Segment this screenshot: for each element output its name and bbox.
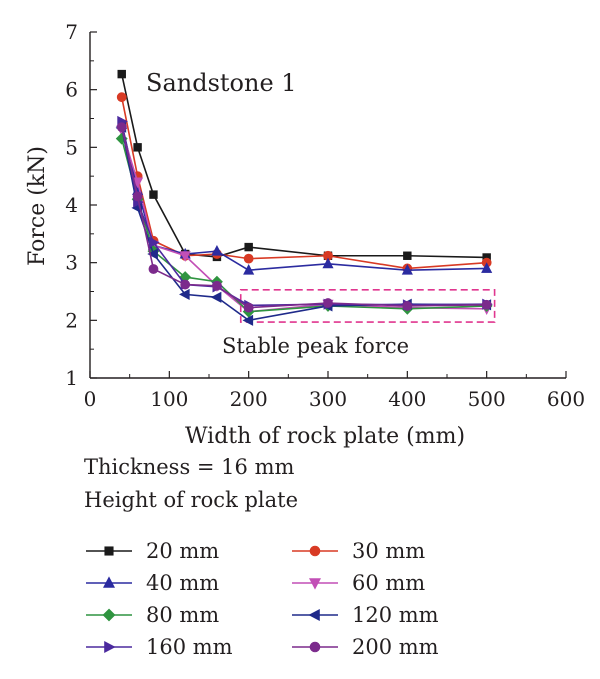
x-tick-label: 500 bbox=[468, 387, 506, 411]
legend-swatch bbox=[292, 641, 338, 653]
data-point bbox=[322, 257, 334, 269]
stable-peak-label: Stable peak force bbox=[222, 334, 409, 358]
data-point bbox=[116, 122, 127, 133]
data-point bbox=[116, 92, 127, 103]
legend-label: 60 mm bbox=[352, 571, 426, 595]
data-point bbox=[117, 69, 126, 79]
legend-item: 30 mm bbox=[290, 538, 425, 564]
legend-marker bbox=[309, 641, 321, 653]
x-tick-label: 0 bbox=[84, 387, 97, 411]
series-80-mm bbox=[115, 132, 493, 318]
x-axis-label: Width of rock plate (mm) bbox=[185, 424, 465, 449]
x-tick-label: 100 bbox=[150, 387, 188, 411]
legend-item: 200 mm bbox=[290, 634, 439, 660]
y-tick-label: 4 bbox=[65, 193, 78, 217]
legend-label: 80 mm bbox=[146, 603, 220, 627]
legend-title: Height of rock plate bbox=[84, 488, 299, 512]
legend-item: 40 mm bbox=[84, 570, 219, 596]
legend-marker bbox=[309, 545, 321, 557]
series-60-mm bbox=[116, 125, 493, 318]
data-point bbox=[210, 291, 222, 303]
y-tick-label: 3 bbox=[65, 251, 78, 275]
legend-label: 20 mm bbox=[146, 539, 220, 563]
data-point bbox=[323, 298, 333, 308]
data-point bbox=[243, 263, 255, 275]
series-20-mm bbox=[117, 69, 491, 262]
legend-marker bbox=[103, 576, 115, 588]
legend-label: 30 mm bbox=[352, 539, 426, 563]
legend-swatch bbox=[86, 608, 132, 622]
y-tick-label: 1 bbox=[65, 366, 78, 390]
data-point bbox=[402, 301, 413, 311]
data-point bbox=[481, 299, 492, 310]
data-point bbox=[133, 143, 142, 152]
series-160-mm bbox=[117, 115, 493, 311]
series-line bbox=[120, 124, 487, 271]
series-line bbox=[120, 138, 487, 313]
data-point bbox=[401, 263, 413, 275]
x-tick-label: 600 bbox=[547, 387, 585, 411]
series-line bbox=[120, 73, 487, 259]
legend-marker bbox=[308, 609, 320, 621]
legend-item: 20 mm bbox=[84, 538, 219, 564]
legend-item: 160 mm bbox=[84, 634, 233, 660]
legend-swatch bbox=[86, 546, 132, 556]
legend-marker bbox=[104, 641, 116, 653]
legend-swatch bbox=[86, 576, 132, 588]
data-point bbox=[243, 253, 254, 264]
y-axis-label: Force (kN) bbox=[25, 146, 50, 266]
chart-plot: 0 100 200 300 400 500 600 1 2 3 4 5 6 7 Sandstone 1 S… bbox=[25, 20, 585, 449]
x-tick-label: 200 bbox=[230, 387, 268, 411]
series-line bbox=[120, 126, 487, 309]
plot-axes: 0 100 200 300 400 500 600 1 2 3 4 5 6 7 bbox=[65, 20, 585, 411]
data-point bbox=[212, 280, 222, 291]
legend-item: 120 mm bbox=[290, 602, 439, 628]
data-point bbox=[211, 244, 223, 256]
series-200-mm bbox=[116, 122, 492, 313]
y-tick-label: 5 bbox=[65, 135, 78, 159]
legend-marker bbox=[104, 546, 114, 556]
data-point bbox=[179, 251, 191, 262]
legend-label: 120 mm bbox=[352, 603, 439, 627]
data-point bbox=[180, 279, 191, 290]
data-point bbox=[148, 264, 159, 274]
panel-label: Sandstone 1 bbox=[146, 69, 297, 97]
legend-item: 60 mm bbox=[290, 570, 425, 596]
legend-swatch bbox=[292, 609, 338, 621]
legend-swatch bbox=[86, 641, 132, 653]
legend-item: 80 mm bbox=[84, 602, 219, 628]
legend-marker bbox=[102, 608, 116, 622]
y-tick-label: 7 bbox=[65, 20, 78, 44]
legend-marker bbox=[309, 578, 321, 590]
legend-swatch bbox=[292, 578, 338, 590]
series-120-mm bbox=[115, 121, 492, 326]
data-point bbox=[243, 302, 254, 313]
data-point bbox=[132, 191, 143, 202]
legend-swatch bbox=[292, 545, 338, 557]
data-point bbox=[149, 236, 160, 249]
legend-label: 160 mm bbox=[146, 635, 233, 659]
x-tick-label: 400 bbox=[388, 387, 426, 411]
data-point bbox=[244, 242, 253, 252]
thickness-note: Thickness = 16 mm bbox=[84, 455, 295, 479]
data-point bbox=[179, 288, 190, 300]
series-line bbox=[120, 126, 487, 322]
series-layer bbox=[115, 69, 493, 326]
series-line bbox=[120, 97, 487, 270]
series-30-mm bbox=[116, 92, 492, 274]
y-tick-label: 2 bbox=[65, 308, 78, 332]
data-point bbox=[242, 314, 254, 326]
x-tick-label: 300 bbox=[309, 387, 347, 411]
data-point bbox=[481, 262, 493, 273]
y-tick-label: 6 bbox=[65, 78, 78, 102]
series-line bbox=[120, 121, 487, 307]
legend-label: 40 mm bbox=[146, 571, 220, 595]
legend-label: 200 mm bbox=[352, 635, 439, 659]
data-point bbox=[147, 248, 158, 260]
data-point bbox=[403, 251, 412, 260]
data-point bbox=[149, 190, 158, 199]
